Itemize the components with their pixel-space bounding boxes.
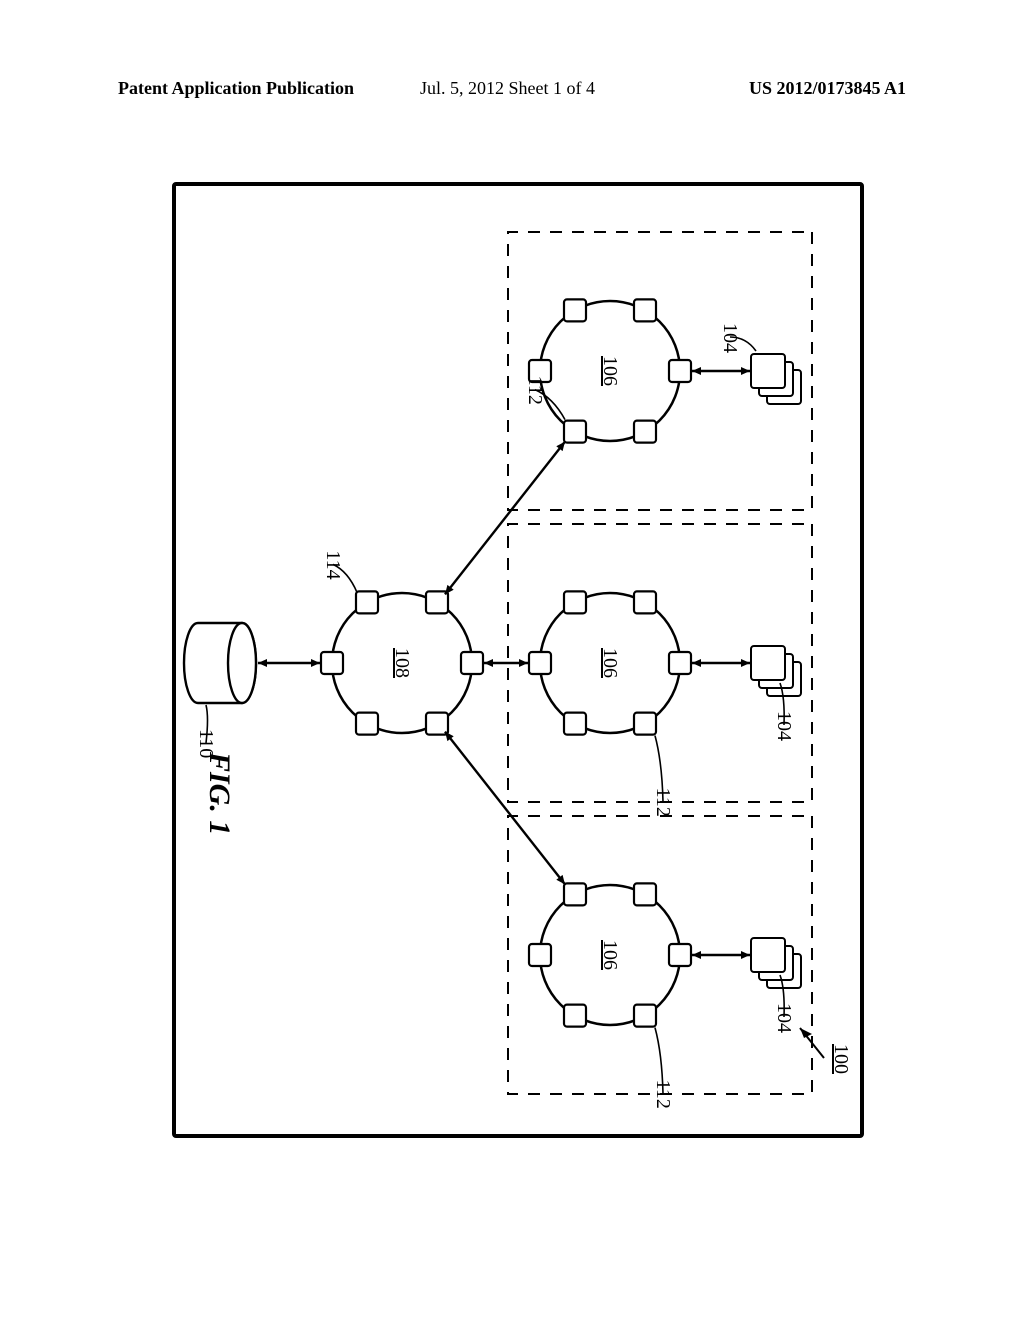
figure-rotated-wrap: 106106106108112112112114104104104110 100… bbox=[26, 300, 998, 1020]
svg-text:106: 106 bbox=[599, 940, 621, 970]
svg-text:108: 108 bbox=[391, 648, 413, 678]
header-left: Patent Application Publication bbox=[118, 78, 354, 99]
figure-canvas: 106106106108112112112114104104104110 100… bbox=[152, 174, 872, 1146]
figure-caption: FIG. 1 bbox=[202, 752, 236, 835]
header-center: Jul. 5, 2012 Sheet 1 of 4 bbox=[420, 78, 595, 99]
svg-text:106: 106 bbox=[599, 356, 621, 386]
page-header: Patent Application Publication Jul. 5, 2… bbox=[0, 78, 1024, 108]
header-right: US 2012/0173845 A1 bbox=[749, 78, 906, 99]
ref-100-arrow bbox=[802, 1034, 842, 1074]
svg-text:106: 106 bbox=[599, 648, 621, 678]
figure-svg: 106106106108112112112114104104104110 bbox=[152, 174, 872, 1146]
